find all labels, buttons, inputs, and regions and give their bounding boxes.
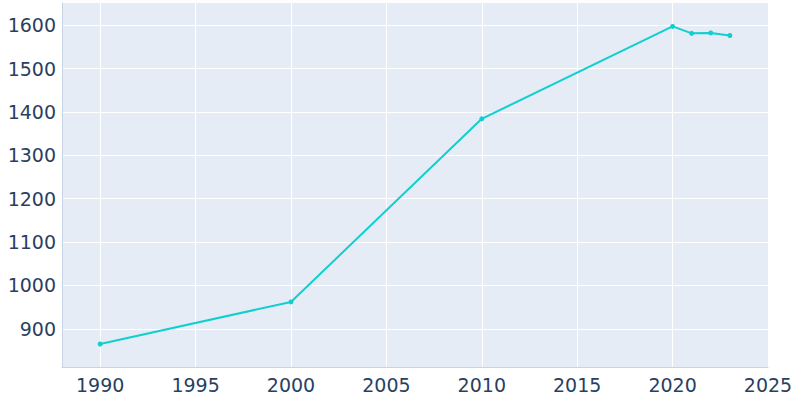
svg-text:2015: 2015 [553,374,601,396]
svg-text:1990: 1990 [76,374,124,396]
svg-text:900: 900 [20,318,56,340]
svg-text:2010: 2010 [458,374,506,396]
svg-text:1500: 1500 [8,58,56,80]
svg-text:2005: 2005 [362,374,410,396]
svg-text:2000: 2000 [267,374,315,396]
svg-text:2020: 2020 [648,374,696,396]
svg-text:1995: 1995 [171,374,219,396]
svg-text:1100: 1100 [8,231,56,253]
svg-text:1300: 1300 [8,144,56,166]
svg-text:1600: 1600 [8,14,56,36]
svg-text:1000: 1000 [8,274,56,296]
svg-text:2025: 2025 [744,374,792,396]
svg-text:1200: 1200 [8,188,56,210]
svg-text:1400: 1400 [8,101,56,123]
